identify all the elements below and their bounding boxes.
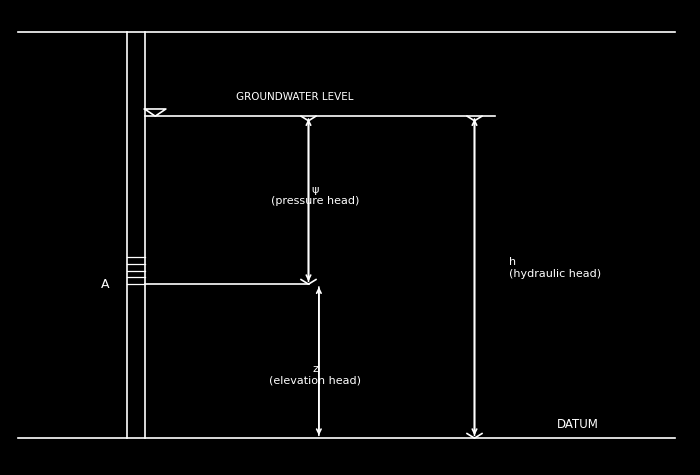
Text: A: A [101, 278, 109, 291]
Text: ψ
(pressure head): ψ (pressure head) [271, 185, 360, 206]
Text: h
(hydraulic head): h (hydraulic head) [509, 257, 601, 279]
Text: DATUM: DATUM [557, 418, 599, 431]
Text: z
(elevation head): z (elevation head) [270, 363, 361, 385]
Text: GROUNDWATER LEVEL: GROUNDWATER LEVEL [236, 92, 354, 102]
